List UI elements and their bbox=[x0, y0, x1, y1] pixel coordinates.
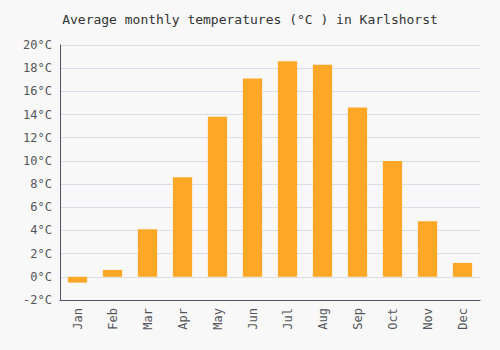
svg-text:May: May bbox=[211, 308, 225, 330]
svg-text:-2°C: -2°C bbox=[23, 293, 52, 307]
svg-text:2°C: 2°C bbox=[30, 247, 52, 261]
svg-text:Aug: Aug bbox=[316, 308, 330, 330]
svg-text:4°C: 4°C bbox=[30, 223, 52, 237]
svg-text:Mar: Mar bbox=[141, 308, 155, 330]
svg-text:8°C: 8°C bbox=[30, 177, 52, 191]
svg-text:Feb: Feb bbox=[106, 308, 120, 330]
svg-text:Apr: Apr bbox=[176, 308, 190, 330]
svg-text:16°C: 16°C bbox=[23, 84, 52, 98]
svg-text:14°C: 14°C bbox=[23, 108, 52, 122]
svg-text:Sep: Sep bbox=[351, 308, 365, 330]
svg-text:10°C: 10°C bbox=[23, 154, 52, 168]
svg-text:Dec: Dec bbox=[456, 308, 470, 330]
svg-text:0°C: 0°C bbox=[30, 270, 52, 284]
svg-text:Oct: Oct bbox=[386, 308, 400, 330]
svg-text:Jun: Jun bbox=[246, 308, 260, 330]
svg-text:Nov: Nov bbox=[421, 308, 435, 330]
svg-text:Average monthly temperatures (: Average monthly temperatures (°C ) in Ka… bbox=[62, 12, 438, 27]
svg-text:6°C: 6°C bbox=[30, 200, 52, 214]
svg-text:18°C: 18°C bbox=[23, 61, 52, 75]
svg-text:Jan: Jan bbox=[71, 308, 85, 330]
svg-text:20°C: 20°C bbox=[23, 38, 52, 52]
svg-text:12°C: 12°C bbox=[23, 131, 52, 145]
svg-text:Jul: Jul bbox=[281, 308, 295, 330]
